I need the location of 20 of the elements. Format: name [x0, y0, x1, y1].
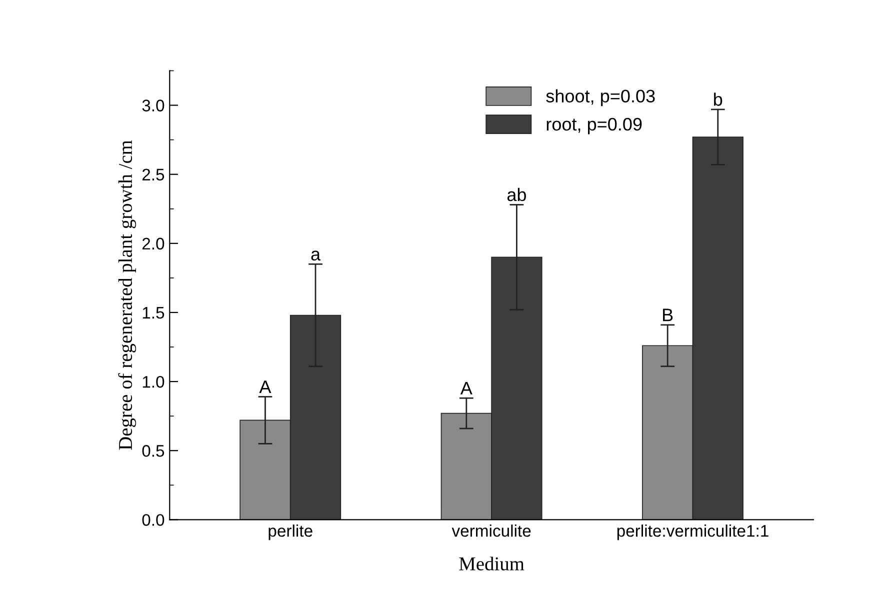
y-tick-label: 2.5 — [142, 168, 164, 181]
annotation: ab — [507, 188, 526, 202]
legend-label: shoot, p=0.03 — [546, 89, 655, 106]
annotation: A — [460, 382, 472, 394]
y-axis-title: Degree of regenerated plant growth /cm — [118, 140, 136, 450]
x-tick-label: perlite:vermiculite1:1 — [617, 524, 768, 540]
y-tick-label: 0.5 — [142, 445, 164, 457]
y-tick-label: 1.5 — [142, 307, 164, 319]
y-tick-label: 1.0 — [142, 376, 164, 388]
x-tick-label: vermiculite — [452, 524, 531, 537]
y-tick-label: 0.0 — [142, 514, 164, 526]
annotation: B — [663, 308, 673, 322]
legend-label: root, p=0.09 — [546, 118, 642, 134]
y-tick-label: 2.0 — [142, 238, 164, 250]
annotation: A — [259, 380, 272, 393]
annotation: b — [714, 92, 722, 106]
x-axis-title: Medium — [459, 556, 524, 570]
x-tick-label: perlite — [268, 524, 312, 540]
annotation: a — [311, 250, 321, 261]
y-tick-label: 3.0 — [142, 100, 164, 112]
